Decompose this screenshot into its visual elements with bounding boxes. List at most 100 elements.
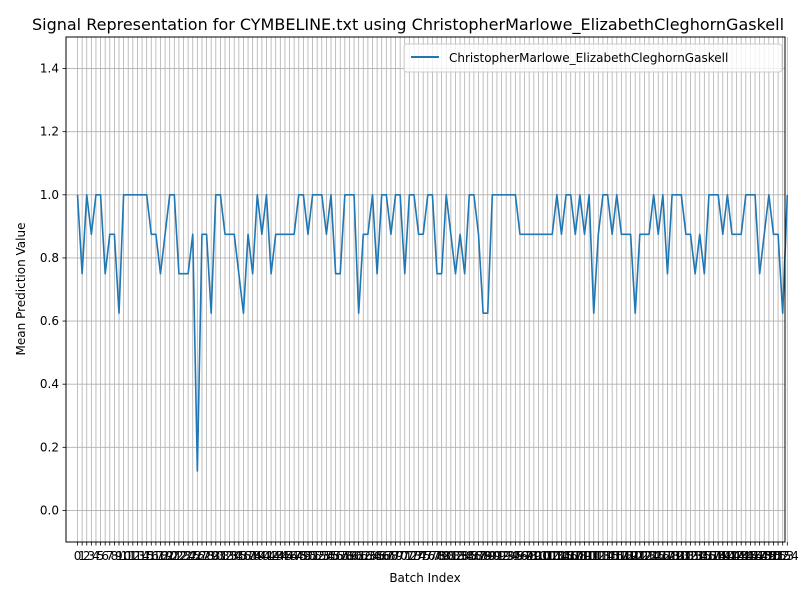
x-tick-label: 54 — [319, 549, 334, 563]
x-axis-label: Batch Index — [389, 571, 460, 585]
x-tick-label: 60 — [346, 549, 361, 563]
x-tick-label: 85 — [462, 549, 477, 563]
x-tick-label: 149 — [753, 549, 776, 563]
x-tick-label: 77 — [425, 549, 440, 563]
x-tick-label: 84 — [457, 549, 472, 563]
x-tick-label: 127 — [651, 549, 674, 563]
y-gridlines — [66, 68, 785, 511]
x-tick-label: 89 — [480, 549, 495, 563]
x-tick-label: 45 — [277, 549, 292, 563]
x-tick-label: 6 — [101, 549, 109, 563]
x-tick-label: 5 — [97, 549, 105, 563]
x-tick-label: 131 — [670, 549, 693, 563]
x-tick-label: 40 — [254, 549, 269, 563]
x-tick-label: 62 — [356, 549, 371, 563]
y-tick-label: 1.0 — [40, 188, 59, 202]
x-tick-label: 1 — [78, 549, 86, 563]
x-tick-label: 43 — [268, 549, 283, 563]
x-tick-label: 125 — [642, 549, 665, 563]
x-tick-label: 128 — [656, 549, 679, 563]
x-tick-label: 69 — [388, 549, 403, 563]
x-tick-label: 66 — [374, 549, 389, 563]
x-tick-label: 151 — [762, 549, 785, 563]
legend-label: ChristopherMarlowe_ElizabethCleghornGask… — [449, 51, 728, 65]
x-tick-label: 15 — [139, 549, 154, 563]
x-gridlines — [77, 37, 788, 542]
x-tick-label: 35 — [231, 549, 246, 563]
x-tick-label: 19 — [157, 549, 172, 563]
x-tick-label: 72 — [402, 549, 417, 563]
x-tick-label: 96 — [512, 549, 527, 563]
x-tick-label: 42 — [263, 549, 278, 563]
x-tick-label: 154 — [776, 549, 799, 563]
x-tick-label: 145 — [734, 549, 757, 563]
x-tick-label: 94 — [503, 549, 518, 563]
x-tick-label: 99 — [526, 549, 541, 563]
x-tick-label: 124 — [638, 549, 661, 563]
legend: ChristopherMarlowe_ElizabethCleghornGask… — [403, 43, 783, 73]
x-tick-label: 29 — [204, 549, 219, 563]
x-tick-label: 110 — [573, 549, 596, 563]
x-tick-label: 13 — [130, 549, 145, 563]
x-tick-label: 115 — [596, 549, 619, 563]
x-tick-label: 8 — [111, 549, 119, 563]
x-tick-label: 52 — [310, 549, 325, 563]
x-tick-label: 116 — [601, 549, 624, 563]
x-tick-label: 22 — [171, 549, 186, 563]
series-line — [76, 194, 789, 472]
x-tick-label: 4 — [92, 549, 100, 563]
x-tick-label: 86 — [466, 549, 481, 563]
x-tick-label: 27 — [194, 549, 209, 563]
x-tick-label: 81 — [443, 549, 458, 563]
x-tick-label: 33 — [222, 549, 237, 563]
x-tick-label: 102 — [536, 549, 559, 563]
x-tick-label: 153 — [771, 549, 794, 563]
plot-frame — [65, 36, 786, 543]
x-tick-label: 118 — [610, 549, 633, 563]
y-tick-label: 0.0 — [40, 503, 59, 517]
x-tick-label: 133 — [679, 549, 702, 563]
x-tick-label: 105 — [550, 549, 573, 563]
x-tick-label: 34 — [227, 549, 242, 563]
x-tick-label: 92 — [494, 549, 509, 563]
x-tick-label: 10 — [116, 549, 131, 563]
x-tick-label: 18 — [153, 549, 168, 563]
x-tick-label: 14 — [134, 549, 149, 563]
x-tick-label: 30 — [208, 549, 223, 563]
x-tick-label: 9 — [115, 549, 123, 563]
x-tick-label: 119 — [615, 549, 638, 563]
x-tick-label: 95 — [508, 549, 523, 563]
x-tick-label: 137 — [697, 549, 720, 563]
x-tick-label: 100 — [527, 549, 550, 563]
x-tick-label: 142 — [721, 549, 744, 563]
y-tick-label: 0.4 — [40, 377, 59, 391]
x-tick-label: 135 — [688, 549, 711, 563]
x-tick-label: 21 — [167, 549, 182, 563]
x-tick-label: 104 — [545, 549, 568, 563]
x-tick-label: 73 — [406, 549, 421, 563]
x-tick-label: 107 — [559, 549, 582, 563]
x-tick-label: 97 — [517, 549, 532, 563]
x-tick-label: 38 — [245, 549, 260, 563]
x-tick-label: 134 — [684, 549, 707, 563]
y-tick-label: 0.8 — [40, 251, 59, 265]
x-tick-label: 88 — [475, 549, 490, 563]
x-tick-label: 3 — [88, 549, 96, 563]
x-tick-label: 68 — [383, 549, 398, 563]
x-tick-label: 56 — [328, 549, 343, 563]
x-tick-label: 109 — [568, 549, 591, 563]
x-tick-label: 78 — [429, 549, 444, 563]
x-tick-label: 141 — [716, 549, 739, 563]
y-tick-label: 0.2 — [40, 440, 59, 454]
x-tick-label: 11 — [121, 549, 136, 563]
x-tick-label: 93 — [499, 549, 514, 563]
x-tick-label: 57 — [333, 549, 348, 563]
x-tick-label: 26 — [190, 549, 205, 563]
x-tick-label: 12 — [125, 549, 140, 563]
x-tick-label: 17 — [148, 549, 163, 563]
x-tick-label: 101 — [532, 549, 555, 563]
x-tick-label: 58 — [337, 549, 352, 563]
x-tick-label: 39 — [250, 549, 265, 563]
y-tick-label: 1.2 — [40, 125, 59, 139]
